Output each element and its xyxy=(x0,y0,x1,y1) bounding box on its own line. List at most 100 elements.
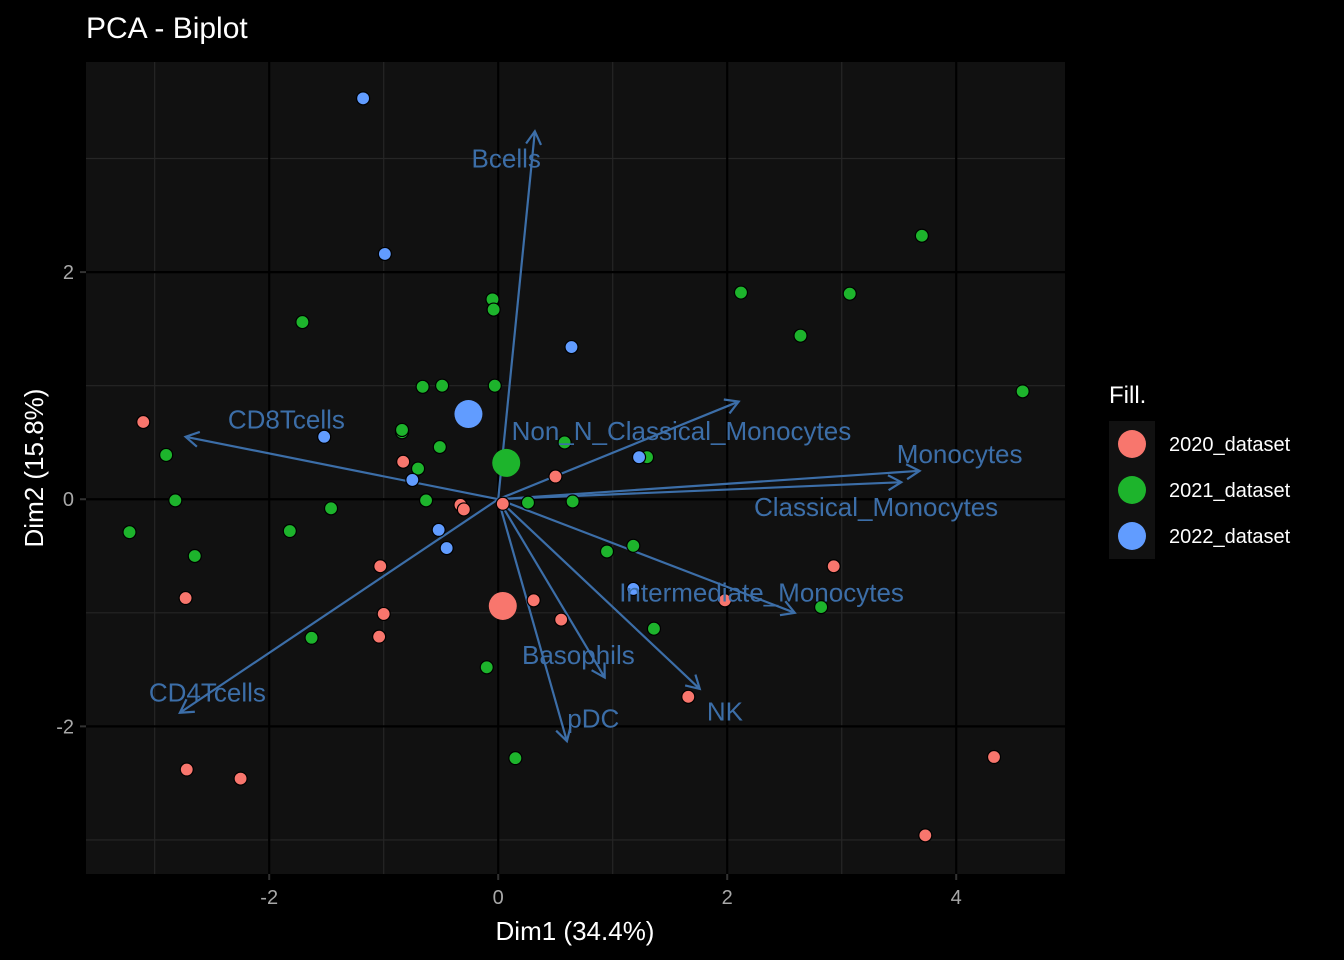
y-tick-label: 2 xyxy=(63,262,74,284)
legend-swatch xyxy=(1118,430,1146,458)
x-tick-label: 2 xyxy=(722,887,733,909)
data-point xyxy=(1015,384,1030,399)
data-point xyxy=(914,228,929,243)
data-point xyxy=(317,429,332,444)
data-point xyxy=(435,378,450,393)
variable-arrow xyxy=(497,498,606,679)
variable-arrowhead xyxy=(684,674,702,691)
data-point xyxy=(554,612,569,627)
variable-arrowhead xyxy=(525,129,543,146)
variable-label: Monocytes xyxy=(897,439,1023,469)
grid-lines xyxy=(86,62,1065,874)
data-point xyxy=(304,630,319,645)
variable-arrowhead xyxy=(591,662,606,680)
x-tick-label: 0 xyxy=(493,887,504,909)
data-point xyxy=(187,548,202,564)
group-centroid xyxy=(454,400,483,429)
data-point xyxy=(439,540,454,556)
legend-swatch xyxy=(1118,522,1146,550)
data-point xyxy=(377,246,392,262)
data-point xyxy=(717,593,733,608)
data-point xyxy=(233,771,248,786)
data-point xyxy=(410,461,426,476)
x-tick-label: -2 xyxy=(260,887,278,909)
data-point xyxy=(733,285,749,300)
variable-label: Intermediate_Monocytes xyxy=(619,577,904,607)
data-point xyxy=(295,314,310,330)
variable-label: CD8Tcells xyxy=(228,405,345,435)
data-point xyxy=(626,581,641,597)
variable-label: pDC xyxy=(567,703,619,733)
data-point xyxy=(842,286,857,301)
axis-ticks: -2 0 2 4 -2 0 2 xyxy=(56,262,962,909)
variable-arrow xyxy=(497,131,536,500)
data-point xyxy=(479,660,494,675)
variable-label: Non_N_Classical_Monocytes xyxy=(512,416,852,446)
data-point xyxy=(431,522,446,537)
data-point xyxy=(323,501,339,516)
data-point xyxy=(646,621,662,636)
group-centroid xyxy=(492,448,521,477)
data-point xyxy=(394,422,410,438)
data-point xyxy=(456,502,471,517)
data-point xyxy=(122,525,137,540)
variable-arrowhead xyxy=(779,600,797,617)
legend-label: 2022_dataset xyxy=(1169,526,1291,548)
x-axis-label: Dim1 (34.4%) xyxy=(496,916,655,946)
data-point xyxy=(432,439,447,455)
variable-arrows xyxy=(178,129,922,744)
data-point xyxy=(396,454,411,469)
data-point xyxy=(168,493,183,508)
variable-label: NK xyxy=(707,697,744,727)
y-tick-label: -2 xyxy=(56,716,74,738)
variable-arrow xyxy=(497,400,740,501)
data-point xyxy=(564,339,579,355)
data-point xyxy=(486,302,501,317)
data-point xyxy=(178,590,193,606)
y-tick-label: 0 xyxy=(63,489,74,511)
variable-arrow xyxy=(497,498,796,614)
data-point xyxy=(814,600,829,615)
variable-label: Basophils xyxy=(522,640,635,670)
variable-arrowhead xyxy=(905,463,922,481)
variable-arrowhead xyxy=(178,698,195,714)
data-point xyxy=(487,378,502,393)
data-point xyxy=(179,762,194,777)
data-point xyxy=(631,450,647,465)
data-point xyxy=(548,469,563,484)
data-point xyxy=(495,496,510,511)
data-point xyxy=(793,328,808,343)
variable-arrowhead xyxy=(555,726,572,744)
data-point xyxy=(599,544,615,559)
data-point xyxy=(826,559,841,574)
variable-label: CD4Tcells xyxy=(149,677,266,707)
data-point xyxy=(565,494,580,509)
data-point xyxy=(918,828,933,843)
variable-arrow xyxy=(185,435,499,501)
data-point xyxy=(405,472,420,488)
data-point xyxy=(282,523,297,539)
data-point xyxy=(376,606,391,622)
data-point xyxy=(681,689,696,704)
data-point xyxy=(526,593,541,608)
variable-arrow xyxy=(497,498,568,742)
data-point xyxy=(136,414,151,430)
data-point xyxy=(418,493,434,508)
data-point xyxy=(520,495,536,510)
variable-arrowhead xyxy=(183,430,201,448)
variable-labels: Bcells CD8Tcells Non_N_Classical_Monocytes… xyxy=(149,144,1023,734)
chart-title: PCA - Biplot xyxy=(86,12,248,45)
variable-label: Classical_Monocytes xyxy=(754,492,998,522)
data-point xyxy=(355,91,371,106)
variable-arrowhead xyxy=(887,474,904,492)
variable-arrow xyxy=(498,481,902,501)
legend-label: 2020_dataset xyxy=(1169,434,1291,456)
data-point xyxy=(986,749,1002,765)
variable-arrow xyxy=(497,498,701,690)
data-point xyxy=(159,447,174,463)
group-centroid xyxy=(488,591,517,620)
legend-title: Fill. xyxy=(1109,382,1146,409)
data-point xyxy=(557,435,572,450)
y-axis-label: Dim2 (15.8%) xyxy=(19,389,49,548)
variable-arrowhead xyxy=(723,398,741,415)
